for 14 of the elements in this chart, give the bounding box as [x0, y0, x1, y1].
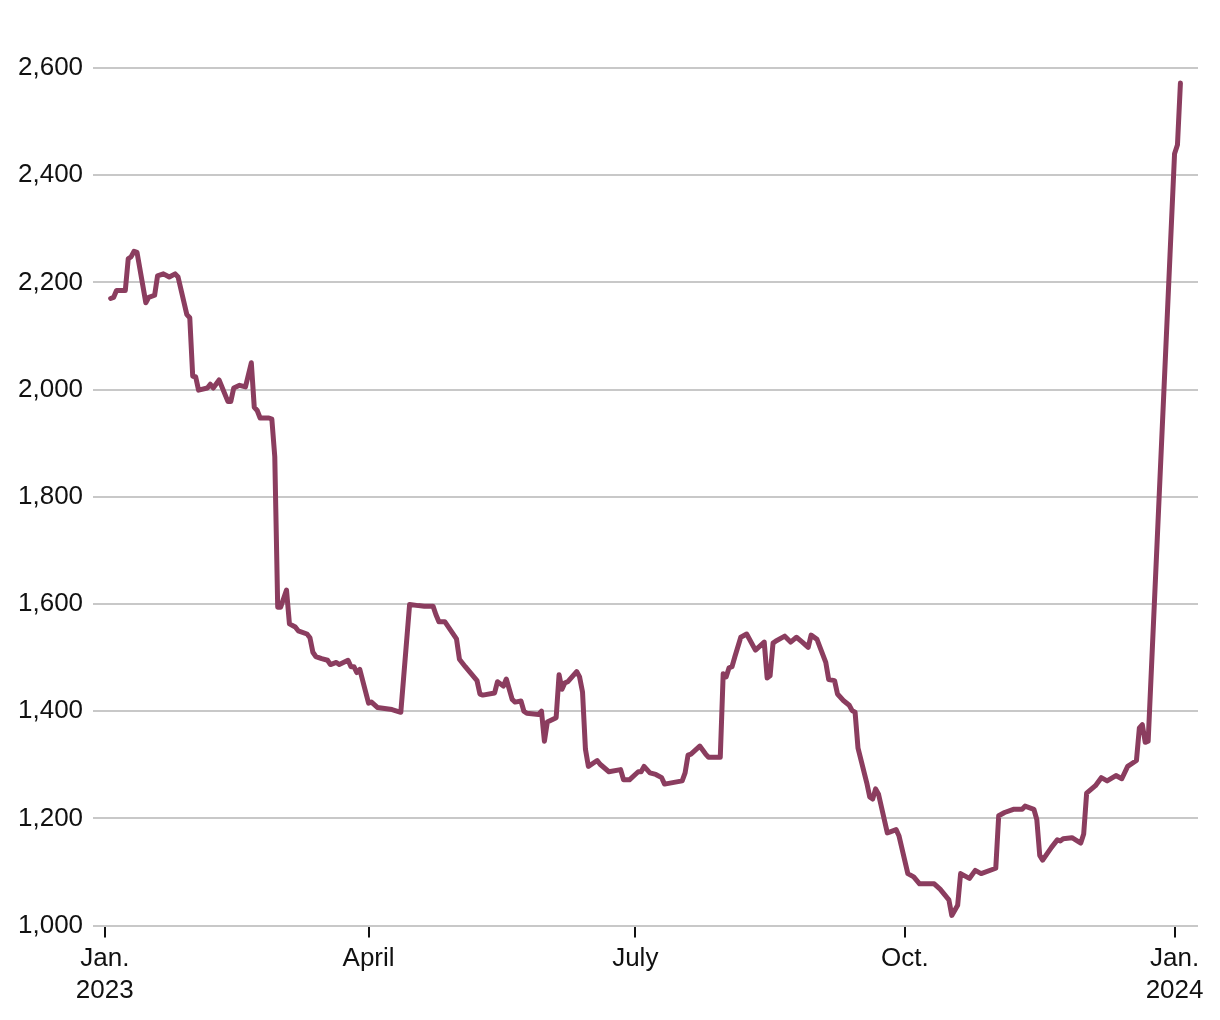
y-tick-label: 1,400: [17, 694, 84, 725]
y-tick-label: 2,000: [17, 372, 84, 403]
y-tick-label: 2,400: [17, 158, 84, 189]
y-tick-label: 1,200: [17, 801, 84, 832]
x-tick-label: Jan. 2024: [1145, 942, 1204, 1004]
x-tick-label: April: [342, 942, 395, 973]
y-tick-label: 2,200: [17, 265, 84, 296]
x-tick-label: July: [612, 942, 659, 973]
y-tick-label: 2,600: [17, 51, 84, 82]
x-tick-label: Oct.: [881, 942, 929, 973]
x-tick-label: Jan. 2023: [75, 942, 134, 1004]
y-tick-label: 1,800: [17, 479, 84, 510]
y-tick-label: 1,600: [17, 587, 84, 618]
y-tick-label: 1,000: [17, 908, 84, 939]
